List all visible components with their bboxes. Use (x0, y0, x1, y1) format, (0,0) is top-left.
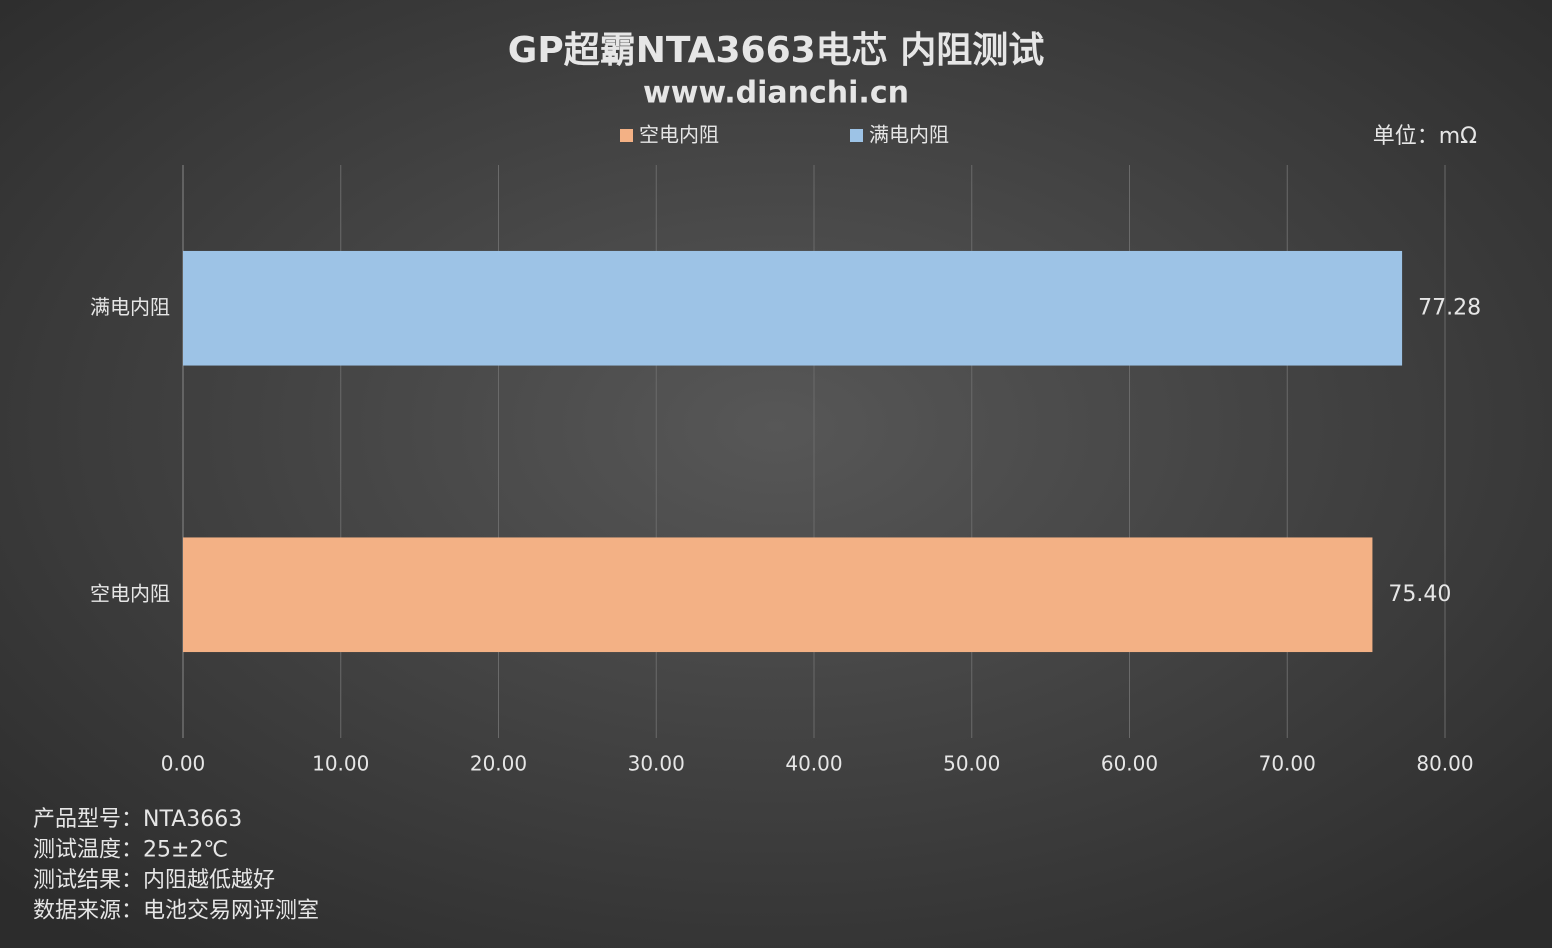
bar (183, 537, 1373, 653)
x-tick-label: 80.00 (1416, 752, 1473, 776)
x-tick-label: 60.00 (1101, 752, 1158, 776)
chart-subtitle: www.dianchi.cn (643, 76, 909, 111)
x-tick-label: 20.00 (470, 752, 527, 776)
note: 数据来源：电池交易网评测室 (33, 899, 319, 924)
x-tick-label: 40.00 (785, 752, 842, 776)
legend-swatch (850, 129, 863, 142)
note: 测试温度：25±2℃ (33, 838, 228, 863)
x-tick-label: 10.00 (312, 752, 369, 776)
data-label: 75.40 (1388, 582, 1451, 607)
unit-label: 单位：mΩ (1373, 124, 1477, 149)
x-tick-label: 0.00 (161, 752, 206, 776)
y-tick-label: 空电内阻 (90, 581, 170, 605)
y-tick-label: 满电内阻 (90, 295, 170, 319)
legend-label: 满电内阻 (869, 123, 949, 147)
legend-label: 空电内阻 (639, 123, 719, 147)
bar (183, 250, 1403, 366)
x-tick-label: 30.00 (628, 752, 685, 776)
x-tick-label: 70.00 (1259, 752, 1316, 776)
chart-title: GP超霸NTA3663电芯 内阻测试 (508, 30, 1044, 71)
note: 产品型号：NTA3663 (33, 807, 242, 832)
x-tick-label: 50.00 (943, 752, 1000, 776)
legend-swatch (620, 129, 633, 142)
data-label: 77.28 (1418, 295, 1481, 320)
note: 测试结果：内阻越低越好 (33, 868, 275, 893)
